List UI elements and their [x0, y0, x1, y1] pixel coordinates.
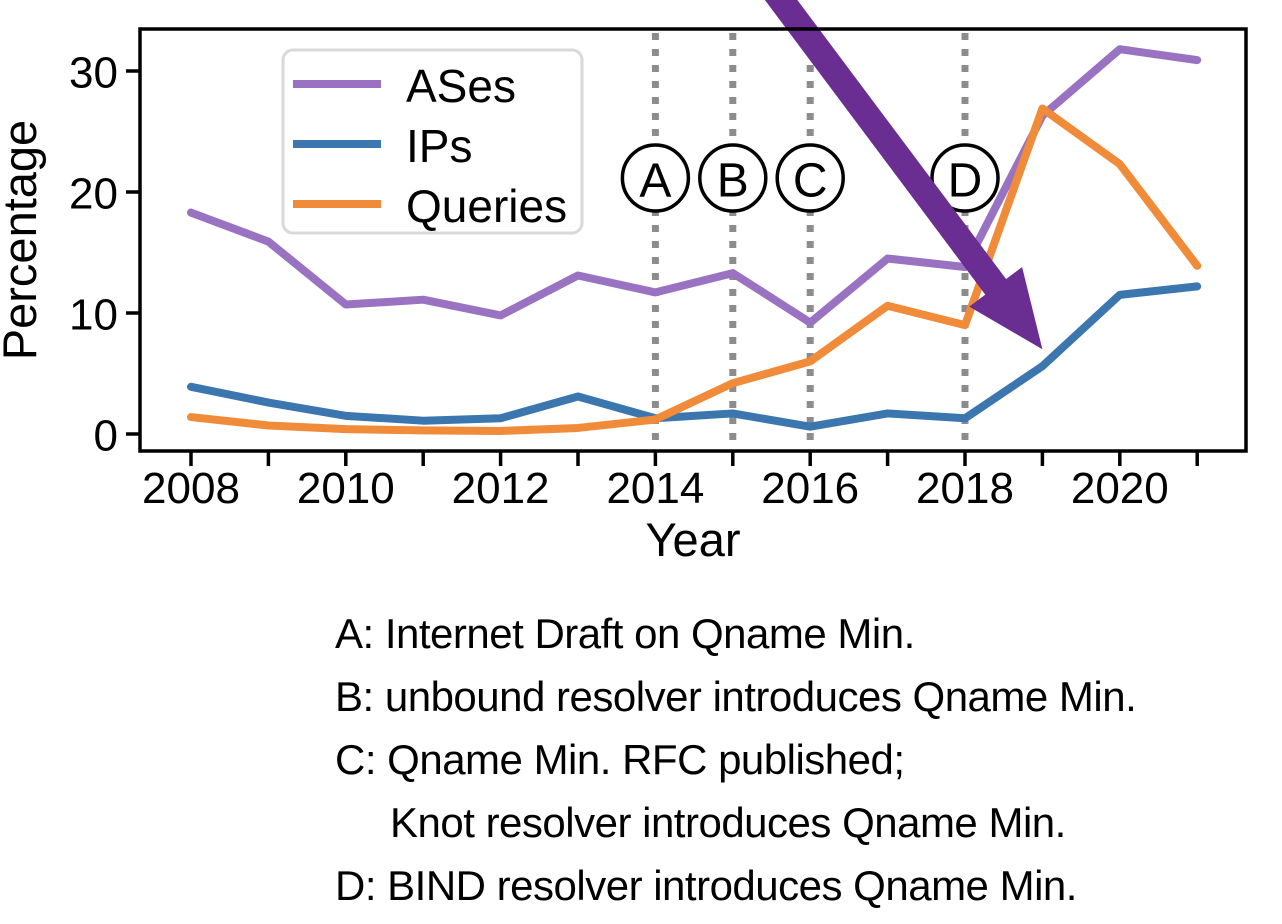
note-line-d: D: BIND resolver introduces Qname Min. [335, 862, 1077, 909]
annotation-arrow-head [969, 267, 1043, 350]
note-line-c: C: Qname Min. RFC published; [335, 736, 905, 783]
annotation-arrow-shaft [764, 0, 1008, 297]
line-chart: A B C D 2008 2010 2012 2014 2016 2018 2020 0 10 20 30 Y… [0, 0, 1248, 566]
x-tick-label-2016: 2016 [761, 464, 859, 513]
event-label-B: B [717, 155, 749, 208]
series-line-Queries [187, 104, 1202, 435]
x-tick-label-2018: 2018 [916, 464, 1014, 513]
annotation-notes: A: Internet Draft on Qname Min. B: unbou… [335, 602, 1137, 917]
x-tick-label-2010: 2010 [297, 464, 395, 513]
event-label-A: A [639, 155, 671, 208]
legend-label-Queries: Queries [406, 180, 567, 232]
x-tick-label-2014: 2014 [606, 464, 704, 513]
y-tick-label-10: 10 [69, 291, 118, 340]
y-tick-label-20: 20 [69, 170, 118, 219]
event-circle-C [775, 143, 845, 213]
event-label-D: D [948, 155, 983, 208]
y-tick-label-0: 0 [94, 412, 118, 461]
note-line-b: B: unbound resolver introduces Qname Min… [335, 673, 1137, 720]
y-axis-label: Percentage [0, 120, 46, 360]
x-axis-label: Year [646, 513, 741, 566]
event-label-C: C [793, 155, 828, 208]
event-circle-D [930, 143, 1000, 213]
plot-border [138, 27, 1248, 453]
legend-box [281, 48, 584, 235]
x-tick-label-2020: 2020 [1071, 464, 1169, 513]
x-tick-label-2008: 2008 [142, 464, 240, 513]
event-circle-B [698, 143, 768, 213]
event-circle-A [620, 143, 691, 213]
note-line-c-cont: Knot resolver introduces Qname Min. [390, 799, 1066, 846]
series-line-IPs [187, 282, 1202, 431]
y-tick-label-30: 30 [69, 49, 118, 98]
legend-label-IPs: IPs [406, 120, 472, 172]
legend-label-ASes: ASes [406, 60, 516, 112]
note-line-a: A: Internet Draft on Qname Min. [335, 610, 915, 657]
x-tick-label-2012: 2012 [452, 464, 550, 513]
